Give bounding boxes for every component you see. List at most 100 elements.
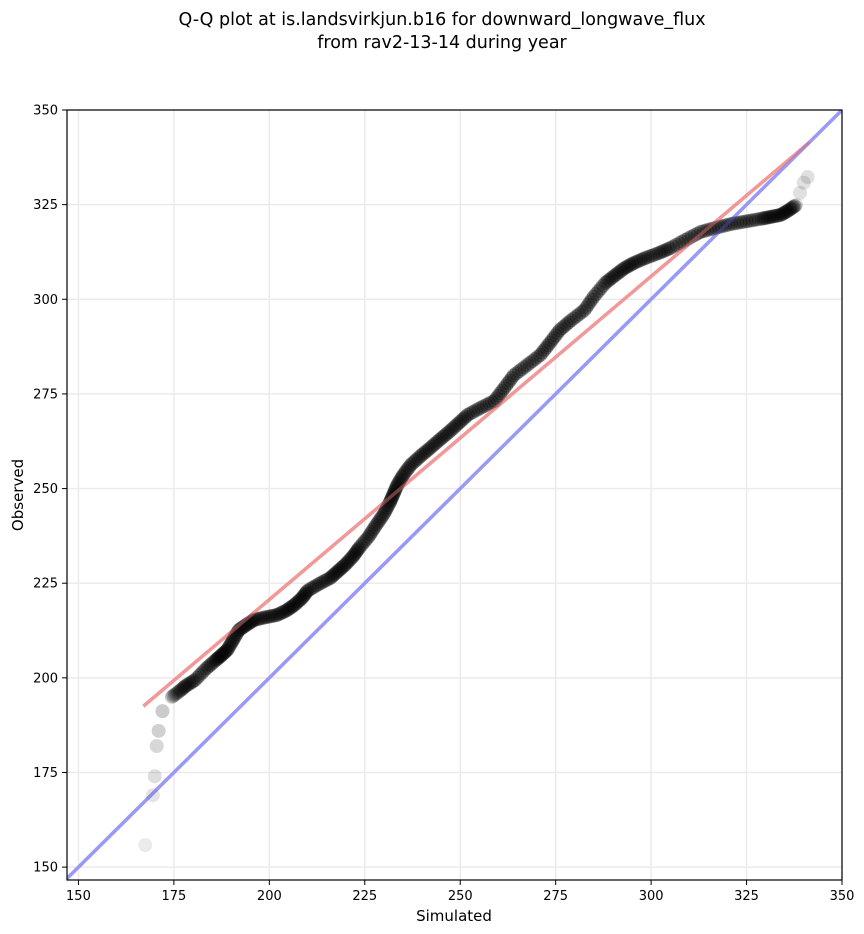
quantile-point xyxy=(733,215,748,230)
quantile-point xyxy=(281,602,296,617)
x-tick-label: 225 xyxy=(352,889,377,904)
quantile-point xyxy=(544,333,559,348)
quantile-point xyxy=(443,423,458,438)
quantile-point xyxy=(247,612,262,627)
quantile-point xyxy=(400,462,415,477)
quantile-point xyxy=(596,278,611,293)
y-tick-label: 300 xyxy=(33,293,58,308)
quantile-point xyxy=(451,416,466,431)
quantile-point xyxy=(546,330,561,345)
quantile-point xyxy=(403,458,418,473)
quantile-point xyxy=(563,313,578,328)
quantile-point xyxy=(482,396,497,411)
quantile-point xyxy=(604,271,619,286)
quantile-point xyxy=(522,356,537,371)
quantile-point xyxy=(212,650,227,665)
quantile-point xyxy=(520,358,535,373)
fit-line-overlay xyxy=(142,140,811,708)
quantile-point xyxy=(621,259,636,274)
quantile-point xyxy=(147,769,162,784)
y-tick-label: 200 xyxy=(33,671,58,686)
quantile-point xyxy=(267,608,282,623)
quantile-point xyxy=(643,249,658,264)
quantile-point xyxy=(422,441,437,456)
quantile-point xyxy=(418,444,433,459)
quantile-point xyxy=(619,260,634,275)
quantile-point xyxy=(307,579,322,594)
quantile-point xyxy=(348,545,363,560)
quantile-point xyxy=(775,206,790,221)
quantile-point xyxy=(185,674,200,689)
quantile-point xyxy=(240,616,255,631)
quantile-point xyxy=(210,652,225,667)
quantile-point xyxy=(447,419,462,434)
quantile-point xyxy=(340,555,355,570)
quantile-point xyxy=(589,286,604,301)
quantile-point xyxy=(239,617,254,632)
quantile-point xyxy=(430,434,445,449)
quantile-point xyxy=(284,600,299,615)
quantile-point xyxy=(787,199,802,214)
quantile-point xyxy=(337,558,352,573)
x-axis-label: Simulated xyxy=(416,907,492,925)
quantile-point xyxy=(166,688,181,703)
quantile-point xyxy=(219,643,234,658)
quantile-point xyxy=(287,598,302,613)
y-tick-label: 350 xyxy=(33,104,58,119)
quantile-point xyxy=(617,261,632,276)
quantile-point xyxy=(736,214,751,229)
quantile-point xyxy=(615,262,630,277)
quantile-point xyxy=(784,201,799,216)
quantile-point xyxy=(479,397,494,412)
quantile-point xyxy=(384,492,399,507)
quantile-point xyxy=(535,345,550,360)
quantile-point xyxy=(583,295,598,310)
quantile-point xyxy=(382,495,397,510)
quantile-point xyxy=(613,264,628,279)
quantile-point xyxy=(206,654,221,669)
x-axis: 150 175 200 225 250 275 300 325 350 xyxy=(66,880,854,904)
quantile-point xyxy=(299,585,314,600)
reference-lines xyxy=(67,110,842,880)
quantile-point xyxy=(626,255,641,270)
quantile-point xyxy=(718,218,733,233)
quantile-point xyxy=(413,449,428,464)
quantile-point xyxy=(180,677,195,692)
quantile-point xyxy=(745,213,760,228)
quantile-point xyxy=(394,470,409,485)
y-tick-label: 150 xyxy=(33,861,58,876)
quantile-point xyxy=(641,250,656,265)
quantile-point xyxy=(542,335,557,350)
quantile-point xyxy=(539,340,554,355)
chart-title-line-1: Q-Q plot at is.landsvirkjun.b16 for down… xyxy=(178,10,705,30)
quantile-point xyxy=(557,319,572,334)
quantile-point xyxy=(399,464,414,479)
quantile-point xyxy=(199,661,214,676)
quantile-point xyxy=(265,608,280,623)
quantile-point xyxy=(222,638,237,653)
quantile-point xyxy=(581,297,596,312)
quantile-point xyxy=(171,685,186,700)
quantile-point xyxy=(242,615,257,630)
quantile-point xyxy=(602,272,617,287)
quantile-point xyxy=(223,636,238,651)
quantile-point xyxy=(366,522,381,537)
quantile-point xyxy=(559,317,574,332)
quantile-point xyxy=(776,206,791,221)
x-tick-label: 300 xyxy=(639,889,664,904)
quantile-point xyxy=(497,381,512,396)
quantile-point xyxy=(584,292,599,307)
quantile-point xyxy=(229,627,244,642)
quantile-point xyxy=(381,498,396,513)
quantile-point xyxy=(793,185,808,200)
quantile-point xyxy=(214,648,229,663)
quantile-point xyxy=(598,276,613,291)
quantile-point xyxy=(537,343,552,358)
quantile-point xyxy=(548,328,563,343)
quantile-point xyxy=(385,488,400,503)
quantile-point xyxy=(253,611,268,626)
quantile-point xyxy=(364,524,379,539)
quantile-point xyxy=(363,527,378,542)
quantile-point xyxy=(495,383,510,398)
